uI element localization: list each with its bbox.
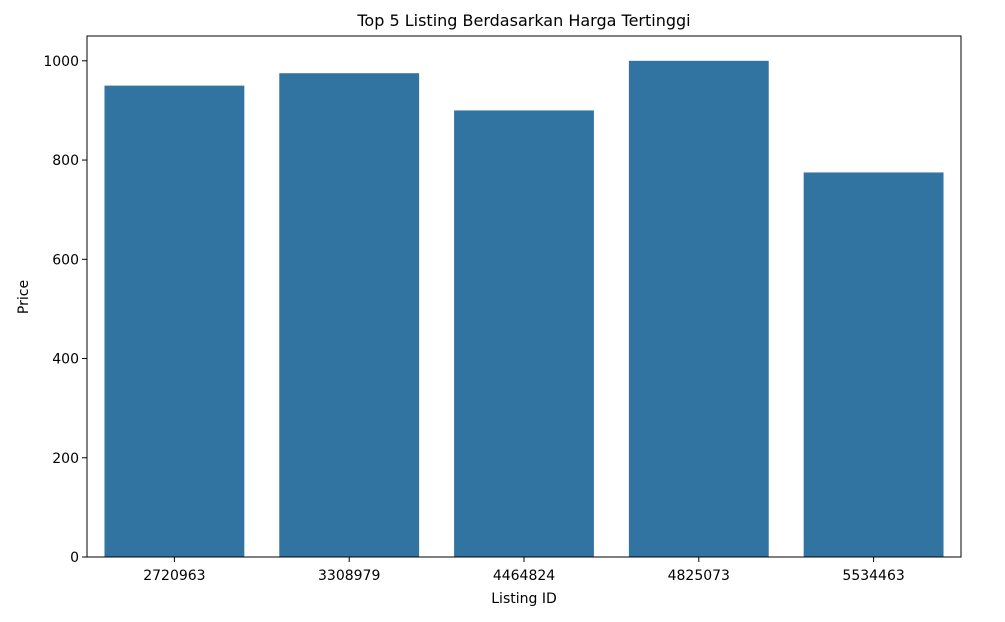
plot-frame — [86, 35, 962, 558]
x-tick-label: 2720963 — [143, 568, 205, 584]
y-tick-label: 1000 — [43, 54, 79, 70]
x-axis-ticks: 2720963 3308979 4464824 4825073 5534463 — [143, 557, 905, 584]
x-tick-label: 4464824 — [493, 568, 555, 584]
bar-2720963 — [104, 85, 245, 557]
y-tick-label: 0 — [70, 550, 79, 566]
y-tick-label: 400 — [52, 352, 79, 368]
chart-title: Top 5 Listing Berdasarkan Harga Tertingg… — [356, 11, 690, 30]
x-axis-label: Listing ID — [491, 591, 556, 607]
bar-5534463 — [803, 172, 944, 557]
bar-4464824 — [454, 110, 594, 557]
y-tick-label: 200 — [52, 451, 79, 467]
x-tick-label: 3308979 — [318, 568, 380, 584]
bar-4825073 — [628, 60, 769, 558]
y-axis-ticks: 0 200 400 600 800 1000 — [43, 54, 87, 566]
y-tick-label: 600 — [52, 252, 79, 268]
x-tick-label: 4825073 — [668, 568, 730, 584]
bar-3308979 — [279, 73, 420, 557]
x-tick-label: 5534463 — [842, 568, 904, 584]
y-axis-label: Price — [16, 280, 32, 314]
y-tick-label: 800 — [52, 153, 79, 169]
bars-layer — [104, 60, 944, 558]
